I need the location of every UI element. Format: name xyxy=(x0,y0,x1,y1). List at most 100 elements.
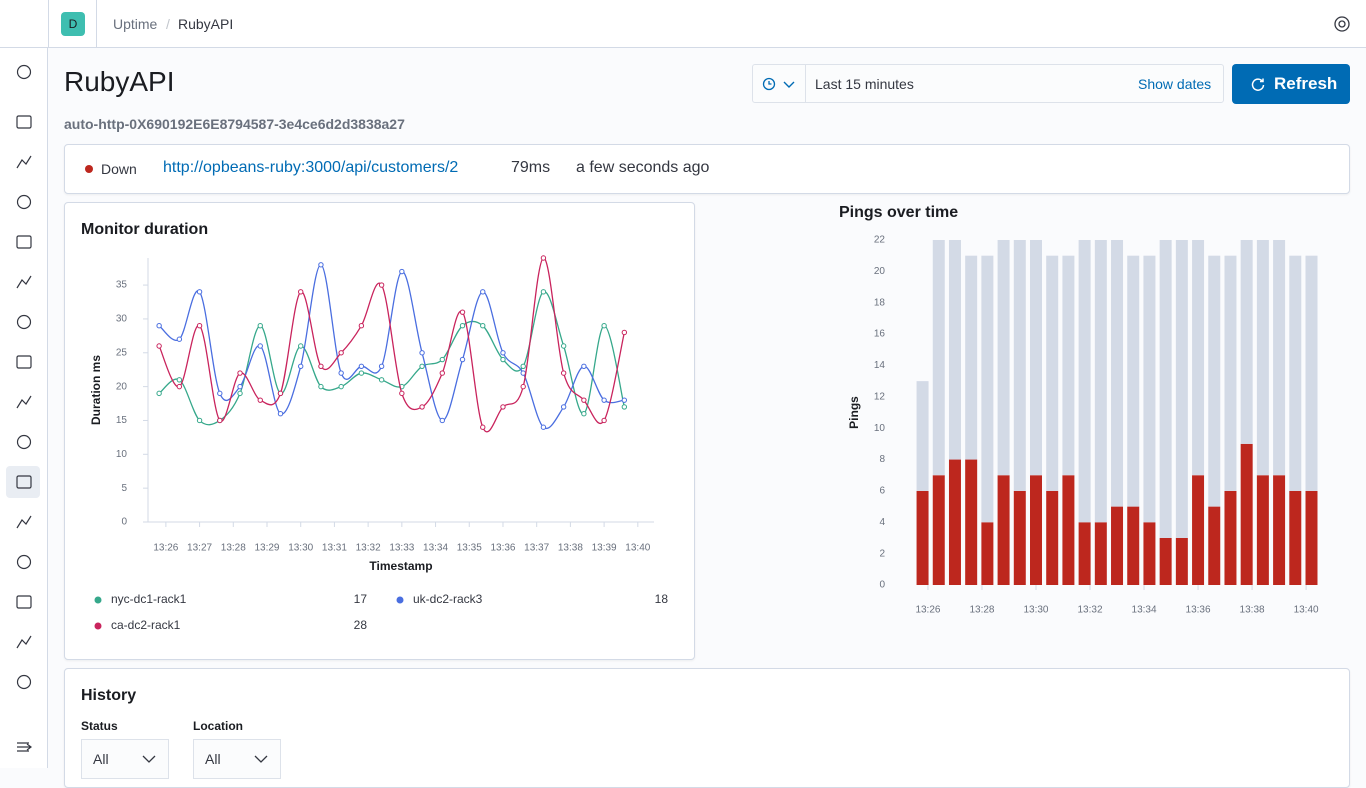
data-point xyxy=(500,356,506,363)
bar-segment xyxy=(932,475,945,585)
bar-segment xyxy=(981,255,994,523)
filter-label: Location xyxy=(193,719,243,733)
icon-shape xyxy=(16,275,32,289)
y-tick-label: 10 xyxy=(874,423,886,434)
icon-shape xyxy=(16,635,32,649)
nav-icon[interactable] xyxy=(16,355,32,369)
data-point xyxy=(196,417,203,424)
nav-icon[interactable] xyxy=(16,515,32,529)
nav-icon[interactable] xyxy=(16,194,32,210)
x-tick-label: 13:29 xyxy=(254,543,279,554)
bar-segment xyxy=(1273,240,1286,476)
nav-icon[interactable] xyxy=(16,155,32,169)
y-tick-label: 6 xyxy=(879,486,885,497)
nav-icon[interactable] xyxy=(16,395,32,409)
y-tick-label: 10 xyxy=(116,449,128,460)
help-icon[interactable] xyxy=(1333,15,1351,33)
collapse-icon[interactable] xyxy=(17,742,32,752)
x-tick-label: 13:30 xyxy=(1023,605,1048,616)
data-point xyxy=(480,289,486,295)
bar-segment xyxy=(916,381,929,491)
bar-segment xyxy=(1143,255,1156,523)
data-point xyxy=(217,417,223,424)
y-tick-label: 20 xyxy=(116,381,128,392)
x-tick-label: 13:32 xyxy=(356,543,381,554)
data-point xyxy=(520,383,526,390)
legend-swatch[interactable] xyxy=(94,622,102,630)
time-range[interactable]: Last 15 minutes xyxy=(815,76,914,92)
bar-segment xyxy=(965,459,978,585)
bar-segment xyxy=(1046,490,1059,585)
bar-segment xyxy=(1159,240,1172,538)
nav-icon[interactable] xyxy=(16,635,32,649)
duration-panel xyxy=(64,202,695,660)
data-point xyxy=(338,370,344,376)
nav-icon[interactable] xyxy=(16,275,32,289)
show-dates[interactable]: Show dates xyxy=(1138,76,1212,92)
bar-segment xyxy=(1240,443,1253,585)
bar-segment xyxy=(1240,240,1253,444)
data-point xyxy=(439,356,445,363)
breadcrumb[interactable]: Uptime xyxy=(113,16,158,32)
bar-segment xyxy=(1078,522,1091,585)
data-point xyxy=(520,363,526,370)
nav-icon[interactable] xyxy=(16,554,32,570)
data-point xyxy=(318,363,324,370)
x-tick-label: 13:39 xyxy=(592,543,617,554)
nav-icon[interactable] xyxy=(16,115,32,129)
nav-icon[interactable] xyxy=(16,434,32,450)
data-point xyxy=(419,404,425,410)
data-point xyxy=(439,370,445,376)
refresh-icon xyxy=(1251,78,1265,91)
legend-label[interactable]: uk-dc2-rack3 xyxy=(413,592,483,606)
data-point xyxy=(480,322,486,329)
legend-swatch[interactable] xyxy=(94,596,102,604)
last-checked: a few seconds ago xyxy=(576,159,710,176)
bar-segment xyxy=(1030,240,1042,476)
legend-swatch[interactable] xyxy=(396,596,404,604)
nav-icon[interactable] xyxy=(16,235,32,249)
data-point xyxy=(480,424,486,430)
bar-segment xyxy=(1175,537,1188,585)
status-state: Down xyxy=(101,161,137,177)
data-point xyxy=(601,417,607,424)
nav-icon[interactable] xyxy=(16,595,32,609)
nav-icon[interactable] xyxy=(16,64,32,80)
bar-segment xyxy=(1111,506,1124,585)
x-tick-label: 13:37 xyxy=(524,543,549,554)
data-point xyxy=(378,363,385,370)
x-tick-label: 13:32 xyxy=(1078,605,1103,616)
data-point xyxy=(156,322,162,329)
y-tick-label: 0 xyxy=(879,580,885,591)
bar-segment xyxy=(997,240,1010,476)
y-tick-label: 30 xyxy=(116,314,128,325)
icon-shape xyxy=(16,395,32,409)
nav-icon[interactable] xyxy=(16,674,32,690)
legend-label[interactable]: nyc-dc1-rack1 xyxy=(111,592,187,606)
clock-icon xyxy=(762,77,795,91)
time-picker[interactable] xyxy=(752,64,1224,103)
y-tick-label: 4 xyxy=(879,517,885,528)
chart-title: Pings over time xyxy=(839,204,958,221)
y-tick-label: 35 xyxy=(116,280,128,291)
bar-segment xyxy=(1224,255,1237,491)
refresh-button[interactable] xyxy=(1232,64,1350,104)
nav-icon[interactable] xyxy=(16,314,32,330)
y-tick-label: 22 xyxy=(874,235,886,246)
space-avatar[interactable]: D xyxy=(61,12,85,36)
bar-segment xyxy=(1192,475,1205,585)
bar-segment xyxy=(932,240,945,476)
monitor-url[interactable]: http://opbeans-ruby:3000/api/customers/2 xyxy=(163,159,459,176)
nav-active xyxy=(6,466,40,498)
icon-shape xyxy=(16,475,32,489)
bar-segment xyxy=(965,255,978,460)
nav-icon[interactable] xyxy=(16,475,32,489)
data-point xyxy=(621,397,628,403)
y-tick-label: 2 xyxy=(879,548,885,559)
top-bar xyxy=(0,0,1366,48)
quick-menu[interactable] xyxy=(752,64,806,103)
data-point xyxy=(196,289,203,295)
data-point xyxy=(560,370,567,376)
x-tick-label: 13:33 xyxy=(389,543,414,554)
legend-label[interactable]: ca-dc2-rack1 xyxy=(111,618,181,632)
